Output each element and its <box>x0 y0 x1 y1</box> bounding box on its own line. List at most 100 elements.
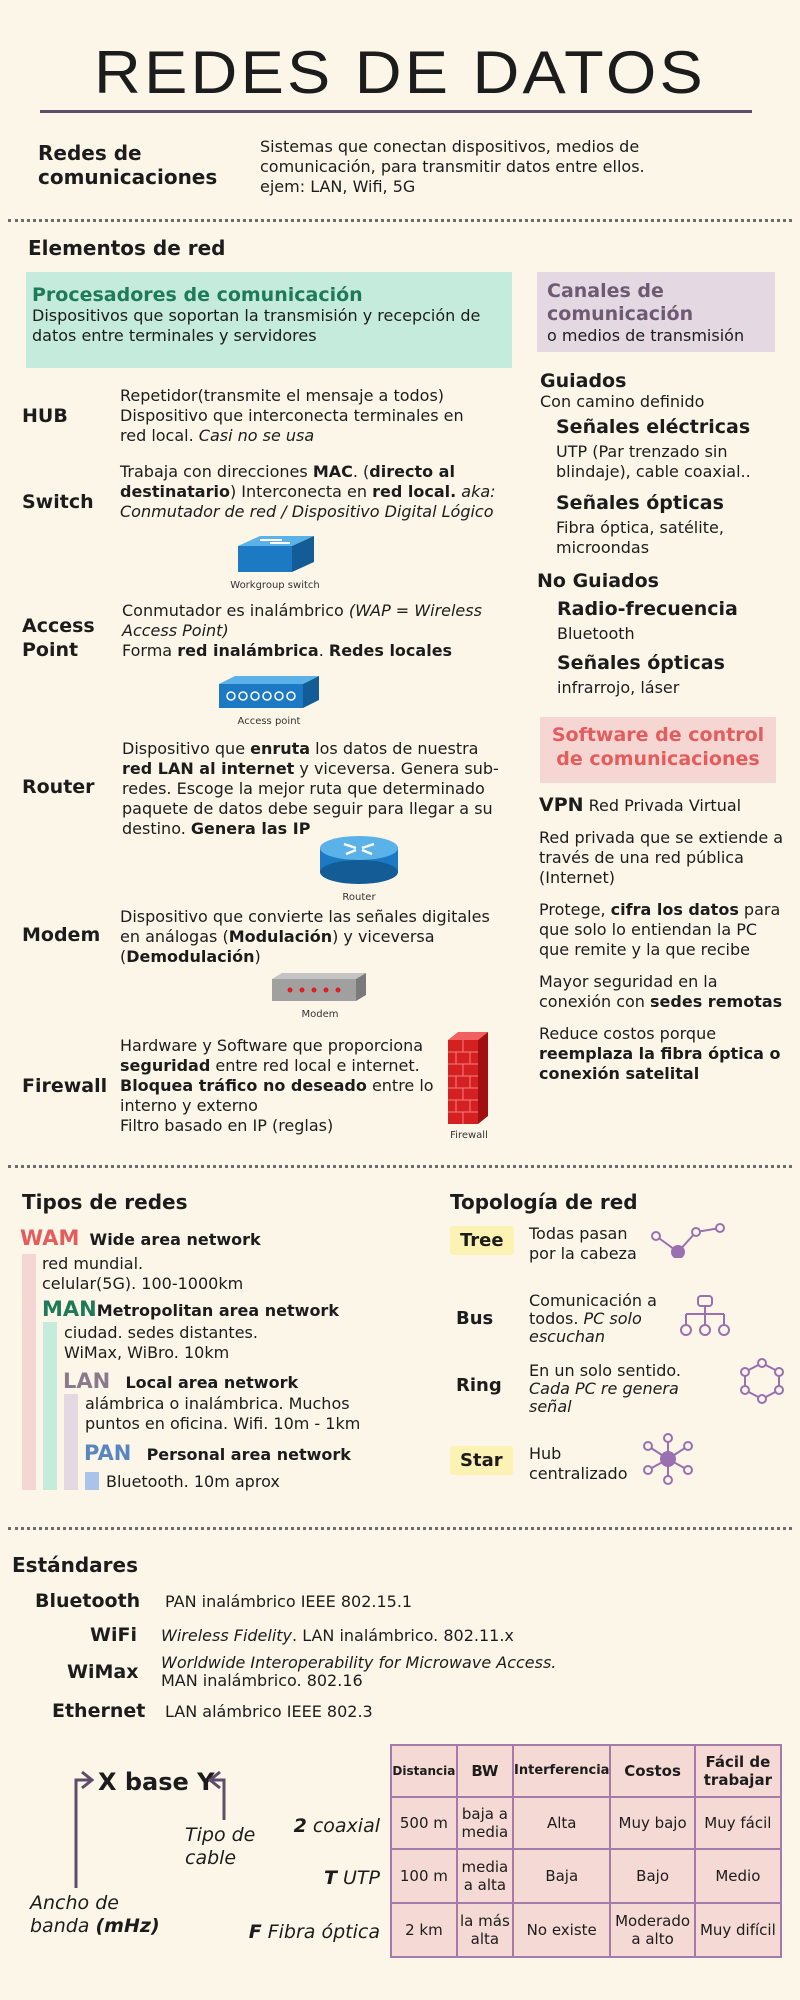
star-topology-icon <box>643 1433 693 1485</box>
canales-title: Canales de comunicación <box>547 280 694 325</box>
th-interferencia: Interferencia <box>512 1744 612 1798</box>
std-wifi-desc: Wireless Fidelity. LAN inalámbrico. 802.… <box>161 1626 514 1645</box>
lan-desc: alámbrica o inalámbrica. Muchos puntos en… <box>85 1394 361 1433</box>
tree-topology-icon <box>651 1223 725 1258</box>
table-row: 500 m baja a media Alta Muy bajo Muy fácil <box>390 1796 783 1850</box>
wam-row: WAM Wide area network <box>20 1226 261 1250</box>
noguiados-section: No Guiados Radio-frecuencia Bluetooth Se… <box>537 570 782 698</box>
elementos-heading: Elementos de red <box>28 236 226 260</box>
pan-row: PAN Personal area network <box>84 1441 351 1465</box>
switch-icon <box>238 536 314 572</box>
senales-electricas-desc: UTP (Par trenzado sin blindaje), cable c… <box>556 442 751 481</box>
modem-icon <box>272 973 366 1001</box>
router-icon <box>320 836 398 884</box>
man-desc: ciudad. sedes distantes. WiMax, WiBro. 10… <box>64 1323 258 1362</box>
software-box: Software de control de comunicaciones <box>540 717 776 783</box>
vpn-p4: Reduce costos porque reemplaza la fibra … <box>539 1024 781 1083</box>
table-row: 100 m media a alta Baja Bajo Medio <box>390 1848 783 1904</box>
star-desc: Hub centralizado <box>529 1444 628 1483</box>
intro-desc: Sistemas que conectan dispositivos, medi… <box>260 137 645 196</box>
radiofrecuencia-title: Radio-frecuencia <box>557 598 738 620</box>
switch-image: Workgroup switch <box>230 532 320 591</box>
switch-desc: Trabaja con direcciones MAC. (directo al… <box>120 462 496 521</box>
radiofrecuencia-desc: Bluetooth <box>557 624 635 643</box>
firewall-icon <box>448 1032 488 1124</box>
noguiados-opticas-title: Señales ópticas <box>557 652 725 674</box>
modem-label: Modem <box>22 924 101 946</box>
th-bw: BW <box>455 1744 515 1798</box>
procesadores-box: Procesadores de comunicación Dispositivo… <box>26 272 512 368</box>
man-row: MANMetropolitan area network <box>42 1297 339 1321</box>
guiados-sub: Con camino definido <box>540 392 705 411</box>
canales-box: Canales de comunicación o medios de tran… <box>537 272 775 352</box>
firewall-image: Firewall <box>444 1030 494 1141</box>
modem-image: Modem <box>270 969 370 1020</box>
cable-table: Distancia BW Interferencia Costos Fácil … <box>390 1744 783 1958</box>
senales-electricas-title: Señales eléctricas <box>556 416 751 438</box>
switch-label: Switch <box>22 491 94 513</box>
firewall-desc: Hardware y Software que proporciona segu… <box>120 1036 434 1135</box>
vpn-p3: Mayor seguridad en la conexión con sedes… <box>539 972 783 1011</box>
pan-desc: Bluetooth. 10m aprox <box>106 1472 280 1491</box>
th-distancia: Distancia <box>390 1744 458 1798</box>
std-ethernet-desc: LAN alámbrico IEEE 802.3 <box>165 1702 373 1721</box>
ancho-banda-label: Ancho de banda (mHz) <box>30 1892 160 1937</box>
cable-row-coaxial: 2 coaxial <box>293 1815 380 1837</box>
cable-row-fibra: F Fibra óptica <box>248 1921 380 1943</box>
vpn-section: VPN Red Privada Virtual Red privada que … <box>539 794 784 1083</box>
hub-label: HUB <box>22 405 68 427</box>
ap-image: Access point <box>215 672 323 727</box>
bus-label: Bus <box>456 1308 494 1329</box>
vpn-p1: Red privada que se extiende a través de … <box>539 828 784 887</box>
std-wifi-name: WiFi <box>90 1624 137 1646</box>
pan-bar <box>85 1472 99 1490</box>
canales-sub: o medios de transmisión <box>547 326 745 345</box>
vpn-label: VPN <box>539 794 584 816</box>
page-title: REDES DE DATOS <box>94 39 706 106</box>
std-bluetooth-desc: PAN inalámbrico IEEE 802.15.1 <box>165 1592 413 1611</box>
divider <box>8 1527 792 1530</box>
guiados-section: Guiados Con camino definido Señales eléc… <box>540 370 785 558</box>
software-title: Software de control de comunicaciones <box>551 724 765 770</box>
ring-label: Ring <box>456 1375 502 1396</box>
router-desc: Dispositivo que enruta los datos de nues… <box>122 739 499 838</box>
ring-topology-icon <box>740 1358 784 1404</box>
th-facil: Fácil de trabajar <box>693 1744 783 1798</box>
lan-row: LAN Local area network <box>63 1369 299 1393</box>
senales-opticas-title: Señales ópticas <box>556 492 724 514</box>
cable-row-utp: T UTP <box>324 1867 380 1889</box>
procesadores-title: Procesadores de comunicación <box>32 284 363 306</box>
tipos-heading: Tipos de redes <box>22 1190 188 1214</box>
std-ethernet-name: Ethernet <box>52 1700 146 1722</box>
intro-term: Redes de comunicaciones <box>38 141 218 189</box>
senales-opticas-desc: Fibra óptica, satélite, microondas <box>556 518 724 557</box>
std-wimax-desc: Worldwide Interoperability for Microwave… <box>161 1653 557 1690</box>
estandares-heading: Estándares <box>12 1553 139 1577</box>
std-bluetooth-name: Bluetooth <box>35 1590 141 1612</box>
divider <box>8 1165 792 1168</box>
table-row: 2 km la más alta No existe Moderado a alto M… <box>390 1902 783 1958</box>
wam-desc: red mundial. celular(5G). 100-1000km <box>42 1254 244 1293</box>
router-label: Router <box>22 776 95 798</box>
bus-topology-icon <box>680 1295 730 1336</box>
vpn-p2: Protege, cifra los datos para que solo l… <box>539 900 781 959</box>
divider <box>8 219 792 222</box>
hub-desc: Repetidor(transmite el mensaje a todos) D… <box>120 386 464 445</box>
wam-bar <box>22 1254 36 1490</box>
bus-desc: Comunicación a todos. PC solo escuchan <box>529 1291 657 1346</box>
title-underline <box>40 110 752 113</box>
th-costos: Costos <box>609 1744 696 1798</box>
tree-desc: Todas pasan por la cabeza <box>529 1224 637 1263</box>
cable-arrows <box>74 1770 226 1888</box>
ap-desc: Conmutador es inalámbrico (WAP = Wireles… <box>122 601 482 660</box>
tree-label: Tree <box>450 1226 514 1255</box>
tipo-cable-label: Tipo de cable <box>185 1824 256 1869</box>
noguiados-title: No Guiados <box>537 570 659 592</box>
topologia-heading: Topología de red <box>450 1190 638 1214</box>
cable-formula: X base Y <box>98 1768 215 1796</box>
ap-label: Access Point <box>22 615 95 661</box>
guiados-title: Guiados <box>540 370 627 392</box>
access-point-icon <box>219 676 319 708</box>
modem-desc: Dispositivo que convierte las señales di… <box>120 907 490 966</box>
noguiados-opticas-desc: infrarrojo, láser <box>557 678 680 697</box>
